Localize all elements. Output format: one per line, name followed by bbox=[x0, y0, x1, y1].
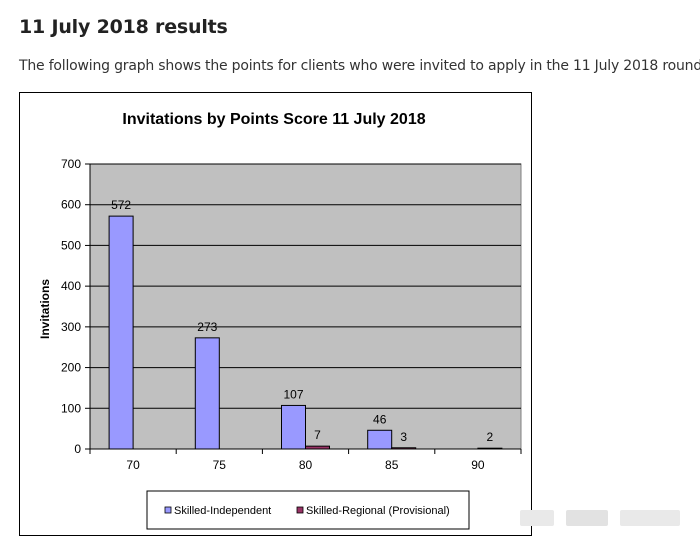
legend-box bbox=[146, 490, 470, 530]
y-tick-label: 300 bbox=[61, 320, 81, 334]
bar bbox=[194, 337, 220, 450]
watermark-blur bbox=[520, 510, 554, 526]
chart-title: Invitations by Points Score 11 July 2018 bbox=[122, 111, 425, 128]
x-tick-label: 85 bbox=[385, 458, 399, 472]
data-label: 273 bbox=[197, 320, 217, 334]
y-tick-label: 200 bbox=[61, 361, 81, 375]
data-label: 7 bbox=[314, 428, 321, 442]
bar bbox=[391, 447, 417, 450]
data-label: 2 bbox=[487, 430, 494, 444]
x-tick-label: 75 bbox=[213, 458, 227, 472]
y-tick-label: 700 bbox=[61, 157, 81, 171]
watermark-blur bbox=[566, 510, 608, 526]
y-tick-label: 400 bbox=[61, 279, 81, 293]
x-tick-label: 70 bbox=[126, 458, 140, 472]
bar-chart: Invitations by Points Score 11 July 2018… bbox=[38, 111, 522, 530]
legend-label: Skilled-Regional (Provisional) bbox=[306, 505, 450, 517]
intro-paragraph: The following graph shows the points for… bbox=[19, 58, 700, 74]
watermark-blur bbox=[620, 510, 680, 526]
bar bbox=[367, 429, 393, 450]
legend-label: Skilled-Independent bbox=[174, 505, 271, 517]
y-tick-label: 100 bbox=[61, 401, 81, 415]
data-label: 46 bbox=[373, 412, 387, 426]
y-tick-label: 500 bbox=[61, 238, 81, 252]
bar bbox=[305, 445, 330, 450]
y-tick-label: 0 bbox=[74, 442, 81, 456]
legend-swatch bbox=[164, 506, 172, 514]
plot-area bbox=[89, 163, 522, 450]
x-tick-label: 90 bbox=[471, 458, 485, 472]
chart-frame: Invitations by Points Score 11 July 2018… bbox=[19, 92, 532, 536]
y-tick-label: 600 bbox=[61, 198, 81, 212]
data-label: 107 bbox=[283, 387, 303, 401]
x-tick-label: 80 bbox=[299, 458, 313, 472]
bar bbox=[281, 404, 306, 450]
data-label: 572 bbox=[111, 198, 131, 212]
page-heading: 11 July 2018 results bbox=[19, 16, 228, 38]
legend-swatch bbox=[296, 506, 304, 514]
data-label: 3 bbox=[400, 430, 407, 444]
bar bbox=[108, 215, 134, 450]
y-axis-label: Invitations bbox=[38, 279, 52, 339]
bar bbox=[477, 447, 503, 450]
